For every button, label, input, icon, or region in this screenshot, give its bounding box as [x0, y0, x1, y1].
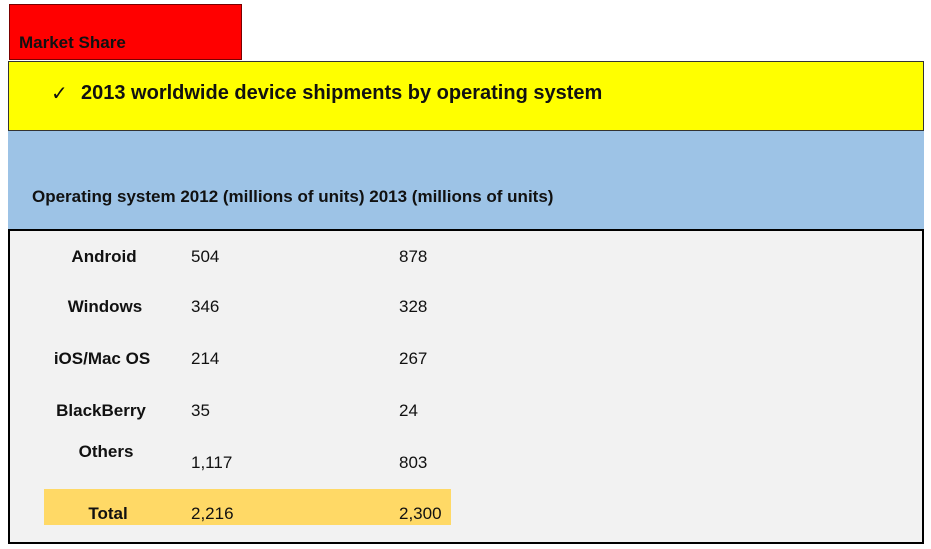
total-row-highlight: [44, 489, 451, 525]
row-2012-windows: 346: [191, 297, 220, 316]
row-2013-ios-mac-os: 267: [399, 349, 428, 368]
row-name-blackberry: BlackBerry: [56, 401, 146, 420]
table-header-band: Operating system 2012 (millions of units…: [8, 131, 924, 229]
row-name-ios-mac-os: iOS/Mac OS: [53, 349, 151, 368]
row-2012-total: 2,216: [191, 504, 234, 523]
row-2013-total: 2,300: [399, 504, 442, 523]
row-2012-android: 504: [191, 247, 220, 266]
market-share-label: Market Share: [19, 33, 126, 52]
subtitle-band: ✓ 2013 worldwide device shipments by ope…: [8, 61, 924, 131]
checkmark-icon: ✓: [51, 83, 68, 105]
row-name-windows: Windows: [67, 297, 143, 316]
table-header-text: Operating system 2012 (millions of units…: [32, 187, 554, 206]
row-2012-blackberry: 35: [191, 401, 210, 420]
row-name-others: Others: [78, 442, 134, 461]
row-2013-blackberry: 24: [399, 401, 418, 420]
row-2013-android: 878: [399, 247, 428, 266]
subtitle-text: 2013 worldwide device shipments by opera…: [81, 82, 603, 104]
row-2013-others: 803: [399, 453, 428, 472]
table-panel: Android 504 878 Windows 346 328 iOS/Mac …: [8, 229, 924, 544]
row-name-total: Total: [88, 504, 128, 523]
market-share-tag: Market Share: [9, 4, 242, 60]
row-2012-ios-mac-os: 214: [191, 349, 220, 368]
row-2013-windows: 328: [399, 297, 428, 316]
row-name-android: Android: [71, 247, 137, 266]
row-2012-others: 1,117: [191, 453, 233, 472]
